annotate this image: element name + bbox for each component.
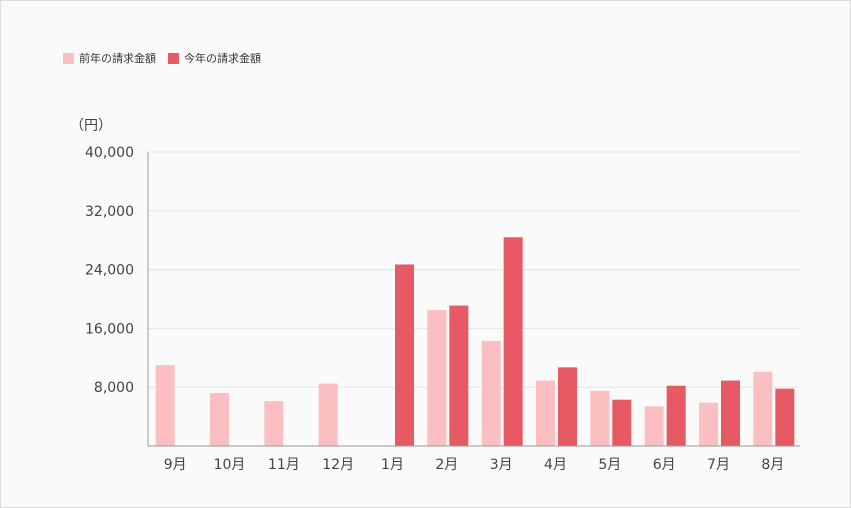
axis-labels: 8,000 16,000 24,000 32,000 40,000 9月 10月 11月 12月…: [85, 145, 784, 473]
bar-previous-year[interactable]: [481, 340, 501, 446]
bar-previous-year[interactable]: [264, 401, 284, 446]
bar-previous-year[interactable]: [590, 390, 610, 446]
bars: [155, 237, 795, 446]
bar-current-year[interactable]: [558, 367, 577, 446]
y-tick-label: 24,000: [85, 263, 134, 279]
legend-swatch-previous-year: [63, 52, 74, 64]
legend-item-previous-year[interactable]: 前年の請求金額: [63, 50, 156, 66]
bar-previous-year[interactable]: [318, 383, 338, 446]
legend-label-previous-year: 前年の請求金額: [79, 52, 156, 65]
bar-previous-year[interactable]: [210, 393, 229, 446]
x-tick-label: 5月: [598, 457, 621, 473]
y-tick-label: 16,000: [85, 321, 134, 337]
y-axis-unit-label: （円）: [70, 118, 112, 134]
chart-legend: 前年の請求金額 今年の請求金額: [63, 50, 273, 66]
bar-previous-year[interactable]: [699, 402, 718, 446]
bar-current-year[interactable]: [775, 388, 795, 446]
bar-current-year[interactable]: [503, 237, 523, 446]
y-tick-label: 8,000: [94, 380, 134, 396]
x-tick-label: 2月: [435, 457, 458, 473]
grid-lines: [148, 151, 800, 388]
legend-label-current-year: 今年の請求金額: [184, 52, 261, 65]
x-tick-label: 9月: [164, 457, 187, 473]
bar-previous-year[interactable]: [536, 380, 555, 446]
bar-previous-year[interactable]: [644, 406, 664, 446]
bar-previous-year[interactable]: [753, 371, 773, 446]
bar-previous-year[interactable]: [155, 365, 175, 446]
y-tick-label: 40,000: [85, 145, 134, 161]
bar-current-year[interactable]: [612, 399, 632, 446]
x-tick-label: 7月: [707, 457, 730, 473]
x-tick-label: 11月: [268, 457, 300, 473]
x-tick-label: 10月: [214, 457, 246, 473]
axes: [147, 152, 800, 447]
x-tick-label: 6月: [653, 457, 676, 473]
x-tick-label: 8月: [761, 457, 784, 473]
x-tick-label: 1月: [381, 457, 404, 473]
bar-current-year[interactable]: [721, 380, 740, 446]
bar-current-year[interactable]: [395, 264, 414, 446]
x-tick-label: 3月: [490, 457, 513, 473]
x-tick-label: 12月: [322, 457, 354, 473]
legend-swatch-current-year: [168, 52, 179, 64]
legend-item-current-year[interactable]: 今年の請求金額: [168, 50, 261, 66]
y-tick-label: 32,000: [85, 204, 134, 220]
bar-current-year[interactable]: [666, 385, 686, 446]
bar-previous-year[interactable]: [427, 310, 447, 446]
bar-current-year[interactable]: [449, 305, 469, 446]
x-tick-label: 4月: [544, 457, 567, 473]
